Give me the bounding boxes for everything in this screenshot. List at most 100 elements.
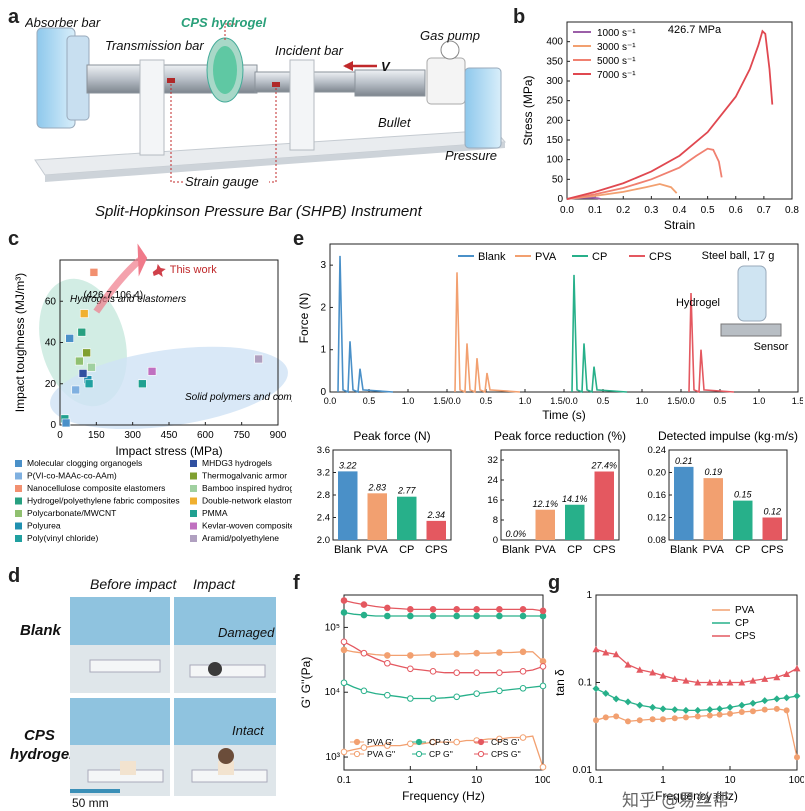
trend-arrow-head <box>137 243 148 277</box>
data-point <box>496 687 503 695</box>
y-tick-label: 8 <box>493 515 498 526</box>
x-tick-label: 1.5/0.0 <box>550 396 578 406</box>
data-point <box>593 717 599 724</box>
data-point <box>659 672 667 679</box>
bar-category-label: Blank <box>670 544 698 556</box>
x-tick-label: 150 <box>88 430 105 441</box>
bar <box>703 478 723 540</box>
trend-arrow <box>93 257 143 314</box>
panel-d-letter: d <box>8 565 21 587</box>
x-tick-label: 0.0 <box>324 396 337 406</box>
data-point <box>519 668 527 675</box>
legend-label: Thermogalvanic armor <box>202 471 287 481</box>
legend-marker <box>190 485 197 492</box>
data-point <box>749 708 756 715</box>
scale-bar-label: 50 mm <box>72 796 109 809</box>
intact-label: Intact <box>232 723 265 738</box>
x-tick-label: 0.1 <box>588 205 602 216</box>
legend-label: Double-network elastomers <box>202 496 292 506</box>
data-point <box>496 669 503 677</box>
data-point <box>147 367 157 376</box>
data-point <box>360 611 368 619</box>
x-tick-label: 0.8 <box>785 205 799 216</box>
y-tick-label: 100 <box>546 155 563 166</box>
bar-chart-title: Peak force (N) <box>353 429 430 443</box>
data-point <box>84 379 94 389</box>
legend-label: Bamboo inspired hydrogels <box>202 483 292 493</box>
y-axis-label: G' G''(Pa) <box>299 657 313 709</box>
data-point <box>453 606 460 613</box>
data-point <box>429 695 437 702</box>
bar-category-label: PVA <box>367 544 389 556</box>
x-tick-label: 0.5 <box>701 205 715 216</box>
legend-label: CPS G' <box>491 737 519 747</box>
bar-value-label: 0.15 <box>734 490 753 500</box>
bar <box>762 517 782 540</box>
y-tick-label: 400 <box>546 37 563 48</box>
chart-c-ashby: 0 150 300 450 600 750 900 0 20 40 60 Impact stress … <box>13 243 292 458</box>
data-point <box>659 705 667 713</box>
legend-marker <box>15 460 22 467</box>
legend-marker <box>190 472 197 480</box>
pressure-label: Pressure <box>445 148 497 163</box>
force-trace <box>454 272 521 394</box>
y-tick-label: 2.8 <box>317 490 330 501</box>
y-tick-label: 0 <box>557 194 563 205</box>
this-work-coords: (426.7,106.4) <box>84 290 144 301</box>
cps-hydrogel-label: CPS hydrogel <box>181 15 267 30</box>
data-point <box>783 707 790 714</box>
y-tick-label: 60 <box>45 296 57 307</box>
data-point <box>539 663 547 670</box>
chart-f-modulus: 0.1 1 10 100 Frequency (Hz) G' G''(Pa) 10³ 10⁴ 1… <box>299 594 550 803</box>
y-tick-label: 0.24 <box>648 445 667 456</box>
chart-e-bars: Peak force (N) 2.0 2.4 2.8 3.2 3.6 3.22 Blank 2.… <box>317 429 798 556</box>
data-point <box>496 735 503 743</box>
legend-marker <box>15 497 22 505</box>
data-point <box>671 715 678 722</box>
data-point <box>613 713 620 720</box>
legend-label: 1000 s⁻¹ <box>597 28 636 39</box>
y-tick-label: 10³ <box>326 752 341 763</box>
photo-cps-before <box>70 698 170 796</box>
row-cps-1: CPS <box>24 727 55 744</box>
data-point <box>407 695 414 702</box>
force-trace <box>571 274 628 394</box>
legend-label: CPS <box>735 631 756 642</box>
data-point <box>612 695 620 703</box>
data-point <box>783 670 791 678</box>
series-line <box>566 29 774 200</box>
y-tick-label: 50 <box>552 174 564 185</box>
plot-frame <box>329 243 799 393</box>
data-point <box>254 354 263 364</box>
data-point <box>706 706 714 714</box>
chart-b-stress-strain: 0.0 0.1 0.2 0.3 0.4 0.5 0.6 0.7 0.8 0 50 100 150 200 2… <box>521 21 799 229</box>
data-point <box>519 606 527 613</box>
y-tick-label: 40 <box>45 338 57 349</box>
col-impact: Impact <box>193 576 236 592</box>
y-tick-label: 16 <box>487 495 498 506</box>
data-point <box>682 714 689 721</box>
x-tick-label: 0.2 <box>616 205 630 216</box>
x-axis-label: Impact stress (MPa) <box>115 444 222 458</box>
y-tick-label: 150 <box>546 135 563 146</box>
data-point <box>473 649 480 657</box>
bar <box>367 493 387 540</box>
data-point <box>496 612 503 620</box>
y-tick-label: 3.2 <box>317 468 330 479</box>
y-tick-label: 10⁴ <box>325 687 340 698</box>
panel-c-letter: c <box>8 228 20 250</box>
legend-label: Polyurea <box>27 521 61 531</box>
series-line <box>343 611 543 617</box>
legend-label: MHDG3 hydrogels <box>202 458 272 468</box>
panel-a-letter: a <box>8 6 20 28</box>
series-line <box>343 682 544 700</box>
impact-photos: Before impact Impact Blank CPS hydrogel … <box>10 576 276 809</box>
x-axis-label: Frequency (Hz) <box>655 789 738 803</box>
data-point <box>429 738 437 746</box>
data-point <box>453 650 460 658</box>
data-point <box>87 362 96 372</box>
y-tick-label: 3.6 <box>317 445 330 456</box>
photo-blank-impact: Damaged <box>174 597 276 693</box>
x-tick-label: 0.6 <box>729 205 743 216</box>
legend-label: PMMA <box>202 508 228 518</box>
